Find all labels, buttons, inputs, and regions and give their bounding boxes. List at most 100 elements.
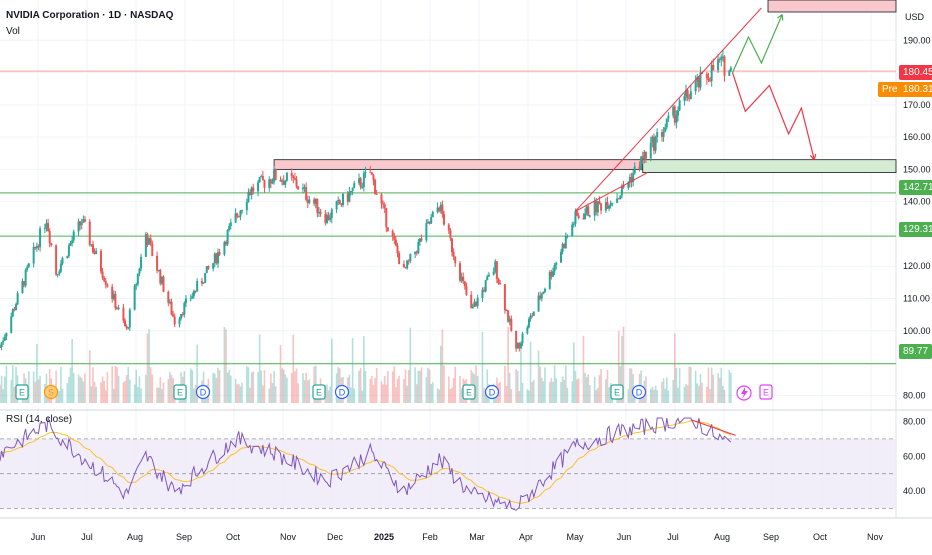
candle-body <box>249 191 252 196</box>
chart-title: NVIDIA Corporation · 1D · NASDAQ <box>6 10 174 21</box>
candle-body <box>518 342 521 349</box>
candle-body <box>553 264 556 272</box>
volume-bar <box>88 350 91 403</box>
candle-body <box>43 227 46 229</box>
candle-body <box>236 213 239 217</box>
candle-body <box>295 179 298 187</box>
volume-bar <box>162 382 165 403</box>
candle-body <box>239 210 242 217</box>
candle-body <box>677 110 680 116</box>
candle-body <box>560 251 563 263</box>
volume-bar <box>138 376 141 403</box>
candle-body <box>282 180 285 185</box>
candle-body <box>93 252 96 254</box>
volume-bar <box>419 370 421 403</box>
candle-body <box>122 307 125 321</box>
volume-bar <box>103 380 105 403</box>
candle-body <box>285 172 288 181</box>
volume-bar <box>723 389 726 403</box>
candle-body <box>83 219 86 222</box>
price-tick-label: 150.00 <box>903 164 931 174</box>
volume-bar <box>548 382 551 403</box>
candle-body <box>260 175 263 178</box>
candle-body <box>183 303 186 315</box>
volume-bar <box>504 365 506 403</box>
candle-body <box>148 238 151 245</box>
volume-bar <box>409 327 412 403</box>
candle-body <box>476 297 479 306</box>
candle-body <box>617 198 620 200</box>
candle-body <box>358 178 361 184</box>
candle-body <box>361 186 364 188</box>
volume-bar <box>448 376 450 403</box>
volume-bar <box>172 378 174 403</box>
volume-bar <box>436 388 439 403</box>
candle-body <box>0 346 1 348</box>
volume-bar <box>452 378 455 403</box>
event-marker-label: D <box>489 388 496 398</box>
volume-bar <box>167 379 170 403</box>
candle-body <box>82 219 85 223</box>
volume-bar <box>617 330 620 403</box>
projection-path-down <box>731 72 815 160</box>
candle-body <box>664 127 667 132</box>
candles-layer <box>0 49 732 352</box>
volume-bar <box>481 331 484 403</box>
volume-bar <box>137 386 139 403</box>
volume-bar <box>483 388 485 403</box>
candle-body <box>391 230 394 237</box>
price-tick-label: 100.00 <box>903 326 931 336</box>
candle-body <box>23 281 26 286</box>
volume-bar <box>226 372 229 403</box>
candle-body <box>15 304 18 311</box>
volume-bar <box>212 372 214 403</box>
candle-body <box>492 271 495 275</box>
rsi-divergence-line <box>690 419 736 436</box>
candle-body <box>425 223 428 241</box>
candle-body <box>133 285 136 310</box>
volume-bar <box>531 381 533 403</box>
price-tick-label: 110.00 <box>903 293 930 303</box>
candle-body <box>114 293 117 308</box>
volume-bar <box>688 366 691 403</box>
volume-bar <box>0 375 3 403</box>
candle-body <box>50 243 53 246</box>
event-marker-earnings <box>15 384 29 400</box>
candle-body <box>494 261 497 272</box>
candle-body <box>10 316 13 333</box>
candle-body <box>531 315 534 317</box>
candle-body <box>374 179 377 194</box>
candle-body <box>585 206 588 214</box>
candle-body <box>593 201 596 216</box>
volume-bar <box>661 382 663 403</box>
candle-body <box>487 274 490 277</box>
volume-bar <box>359 368 362 403</box>
volume-bar <box>37 379 40 403</box>
volume-label: Vol <box>6 26 20 37</box>
volume-bar <box>36 344 38 403</box>
candle-body <box>672 106 675 116</box>
volume-bar <box>234 378 237 403</box>
volume-bar <box>294 371 296 403</box>
volume-bar <box>441 329 444 403</box>
candle-body <box>600 203 603 211</box>
candle-body <box>55 245 58 275</box>
candle-body <box>338 200 341 205</box>
volume-bar <box>69 367 72 403</box>
volume-bar <box>459 376 461 403</box>
volume-bar <box>600 369 602 403</box>
volume-bar <box>10 380 13 403</box>
candle-body <box>348 192 351 202</box>
volume-bar <box>451 387 453 403</box>
candle-body <box>576 211 579 216</box>
candle-body <box>641 156 644 160</box>
time-axis-label: Nov <box>280 532 297 542</box>
candle-body <box>620 185 623 196</box>
candle-body <box>505 310 508 312</box>
candle-body <box>596 201 599 213</box>
event-marker-label: S <box>48 388 54 398</box>
volume-bar <box>382 384 384 403</box>
volume-bar <box>250 372 253 403</box>
candle-body <box>447 224 450 231</box>
